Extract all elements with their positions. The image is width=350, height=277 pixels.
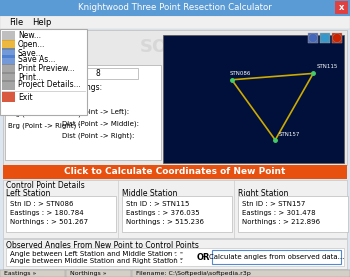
Text: x: x	[339, 3, 344, 12]
Text: Click to Calculate Coordinates of New Point: Click to Calculate Coordinates of New Po…	[64, 168, 286, 176]
Text: Dist (Point -> Right):: Dist (Point -> Right):	[62, 133, 134, 139]
Circle shape	[308, 34, 317, 42]
Bar	[3, 239, 347, 269]
Text: Calculate angles from observed data...: Calculate angles from observed data...	[209, 254, 344, 260]
Bar	[2, 63, 15, 73]
Text: Brg (Point -> Right) :: Brg (Point -> Right) :	[8, 123, 81, 129]
Text: Observed Angles From New Point to Control Points: Observed Angles From New Point to Contro…	[6, 240, 199, 250]
Bar	[3, 30, 347, 165]
Bar	[3, 180, 347, 238]
Bar	[0, 270, 350, 277]
Text: Brg (Point -> Left) :: Brg (Point -> Left) :	[8, 99, 76, 105]
Text: File: File	[9, 18, 23, 27]
Bar	[3, 165, 347, 179]
Bar	[122, 196, 232, 232]
Bar	[58, 68, 138, 79]
Text: Project Details...: Project Details...	[18, 80, 81, 89]
Bar	[308, 33, 318, 43]
Bar	[320, 33, 330, 43]
Text: Filename: C:\Softpedia\softpedia.r3p: Filename: C:\Softpedia\softpedia.r3p	[136, 271, 251, 276]
Text: Exit: Exit	[18, 93, 33, 101]
Bar	[66, 270, 131, 277]
Text: Help: Help	[32, 18, 51, 27]
Text: Save As...: Save As...	[18, 55, 55, 65]
Bar	[2, 48, 15, 58]
Text: Stn ID : > STN086: Stn ID : > STN086	[10, 201, 74, 207]
Bar	[2, 31, 15, 41]
Circle shape	[332, 34, 342, 42]
Text: Right Station: Right Station	[238, 189, 288, 198]
Text: tion Calculator: tion Calculator	[165, 41, 280, 55]
Text: Northings : > 212.896: Northings : > 212.896	[242, 219, 320, 225]
Bar	[132, 270, 350, 277]
Bar	[2, 55, 15, 65]
Text: Eastings : > 180.784: Eastings : > 180.784	[10, 210, 84, 216]
Text: SOFT: SOFT	[140, 38, 193, 56]
Text: Angle between Middle Station and Right Station :: Angle between Middle Station and Right S…	[10, 258, 182, 264]
Bar	[0, 29, 87, 115]
Text: Stn ID : > STN115: Stn ID : > STN115	[126, 201, 189, 207]
Bar	[0, 16, 350, 29]
Bar	[212, 250, 341, 264]
Text: STN086: STN086	[230, 71, 251, 76]
Text: Stn ID : > STN157: Stn ID : > STN157	[242, 201, 305, 207]
Bar	[2, 40, 15, 50]
Text: Dist (Point -> Left):: Dist (Point -> Left):	[62, 109, 129, 115]
Text: Northings »: Northings »	[70, 271, 106, 276]
Text: OR: OR	[196, 253, 210, 261]
Text: Control Point Details: Control Point Details	[6, 181, 85, 191]
Bar	[6, 248, 344, 266]
Text: Middle Station: Middle Station	[122, 189, 177, 198]
Text: Left Station: Left Station	[6, 189, 50, 198]
Text: Angle between Left Station and Middle Station :: Angle between Left Station and Middle St…	[10, 251, 177, 257]
Bar	[0, 270, 65, 277]
Bar	[0, 0, 350, 16]
Bar	[2, 79, 15, 89]
Text: 8: 8	[95, 69, 100, 78]
Text: Brg (Point -> Middle):: Brg (Point -> Middle):	[8, 111, 83, 117]
Bar	[6, 196, 116, 232]
Text: New...: New...	[18, 32, 41, 40]
Text: Save...: Save...	[18, 48, 44, 58]
Text: STN157: STN157	[278, 132, 300, 137]
Text: Northings : > 501.267: Northings : > 501.267	[10, 219, 88, 225]
Text: STN115: STN115	[316, 64, 338, 70]
Text: Dist (Point -> Middle):: Dist (Point -> Middle):	[62, 121, 139, 127]
Text: °  '  ": ° ' "	[167, 258, 183, 263]
Circle shape	[321, 34, 329, 42]
Text: Eastings : > 376.035: Eastings : > 376.035	[126, 210, 200, 216]
Bar	[335, 1, 348, 14]
Text: Print Preview...: Print Preview...	[18, 64, 75, 73]
Bar	[5, 65, 161, 160]
Bar	[332, 33, 342, 43]
Bar	[2, 92, 15, 102]
Text: Knightwood Three Point Resection Calculator: Knightwood Three Point Resection Calcula…	[78, 4, 272, 12]
Text: Open...: Open...	[18, 40, 46, 49]
Bar	[238, 196, 348, 232]
Text: Eastings »: Eastings »	[4, 271, 36, 276]
Text: Northings:: Northings:	[62, 83, 102, 93]
Bar	[2, 72, 15, 82]
Text: °  '  ": ° ' "	[167, 252, 183, 257]
Text: Eastings : > 301.478: Eastings : > 301.478	[242, 210, 316, 216]
Bar	[163, 35, 344, 163]
Text: Northings : > 515.236: Northings : > 515.236	[126, 219, 204, 225]
Text: Print...: Print...	[18, 73, 43, 81]
